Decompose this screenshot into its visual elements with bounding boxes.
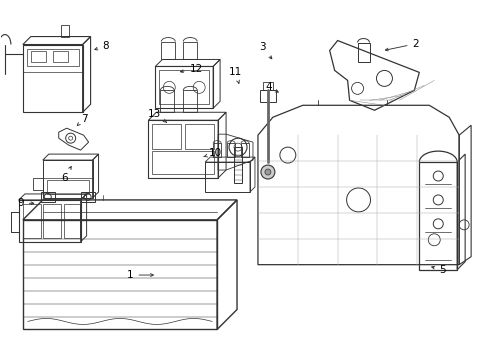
Text: 3: 3 (259, 42, 272, 59)
Bar (241, 143, 249, 157)
Bar (81, 192, 95, 202)
Text: 4: 4 (265, 82, 278, 92)
Bar (152, 151, 214, 174)
Bar (23, 204, 41, 238)
Bar (263, 82, 273, 90)
Text: 6: 6 (61, 167, 71, 183)
Text: 12: 12 (180, 64, 203, 74)
Text: 11: 11 (229, 67, 242, 83)
Text: 1: 1 (127, 270, 153, 280)
Bar (31, 50, 46, 62)
Bar (213, 143, 221, 157)
Bar (41, 192, 55, 202)
Bar (53, 50, 68, 62)
Bar (161, 41, 175, 59)
Circle shape (265, 169, 271, 175)
Bar (61, 24, 69, 37)
Bar (43, 204, 61, 238)
Bar (183, 41, 197, 59)
Bar (358, 42, 369, 62)
Bar (159, 71, 209, 104)
Text: 10: 10 (204, 148, 222, 158)
Text: 13: 13 (148, 109, 167, 122)
Bar (160, 90, 174, 112)
Text: 8: 8 (95, 41, 109, 50)
Bar (183, 90, 197, 112)
Text: 2: 2 (385, 39, 419, 51)
Bar (227, 143, 235, 157)
Bar (185, 124, 214, 149)
Bar (152, 124, 181, 149)
Bar (27, 49, 78, 67)
Bar (234, 147, 242, 183)
Circle shape (261, 165, 275, 179)
Bar (47, 180, 89, 194)
Text: 5: 5 (432, 265, 446, 275)
Text: 7: 7 (77, 114, 87, 126)
Bar (64, 204, 80, 238)
Bar (260, 90, 276, 102)
Text: 9: 9 (17, 198, 34, 208)
